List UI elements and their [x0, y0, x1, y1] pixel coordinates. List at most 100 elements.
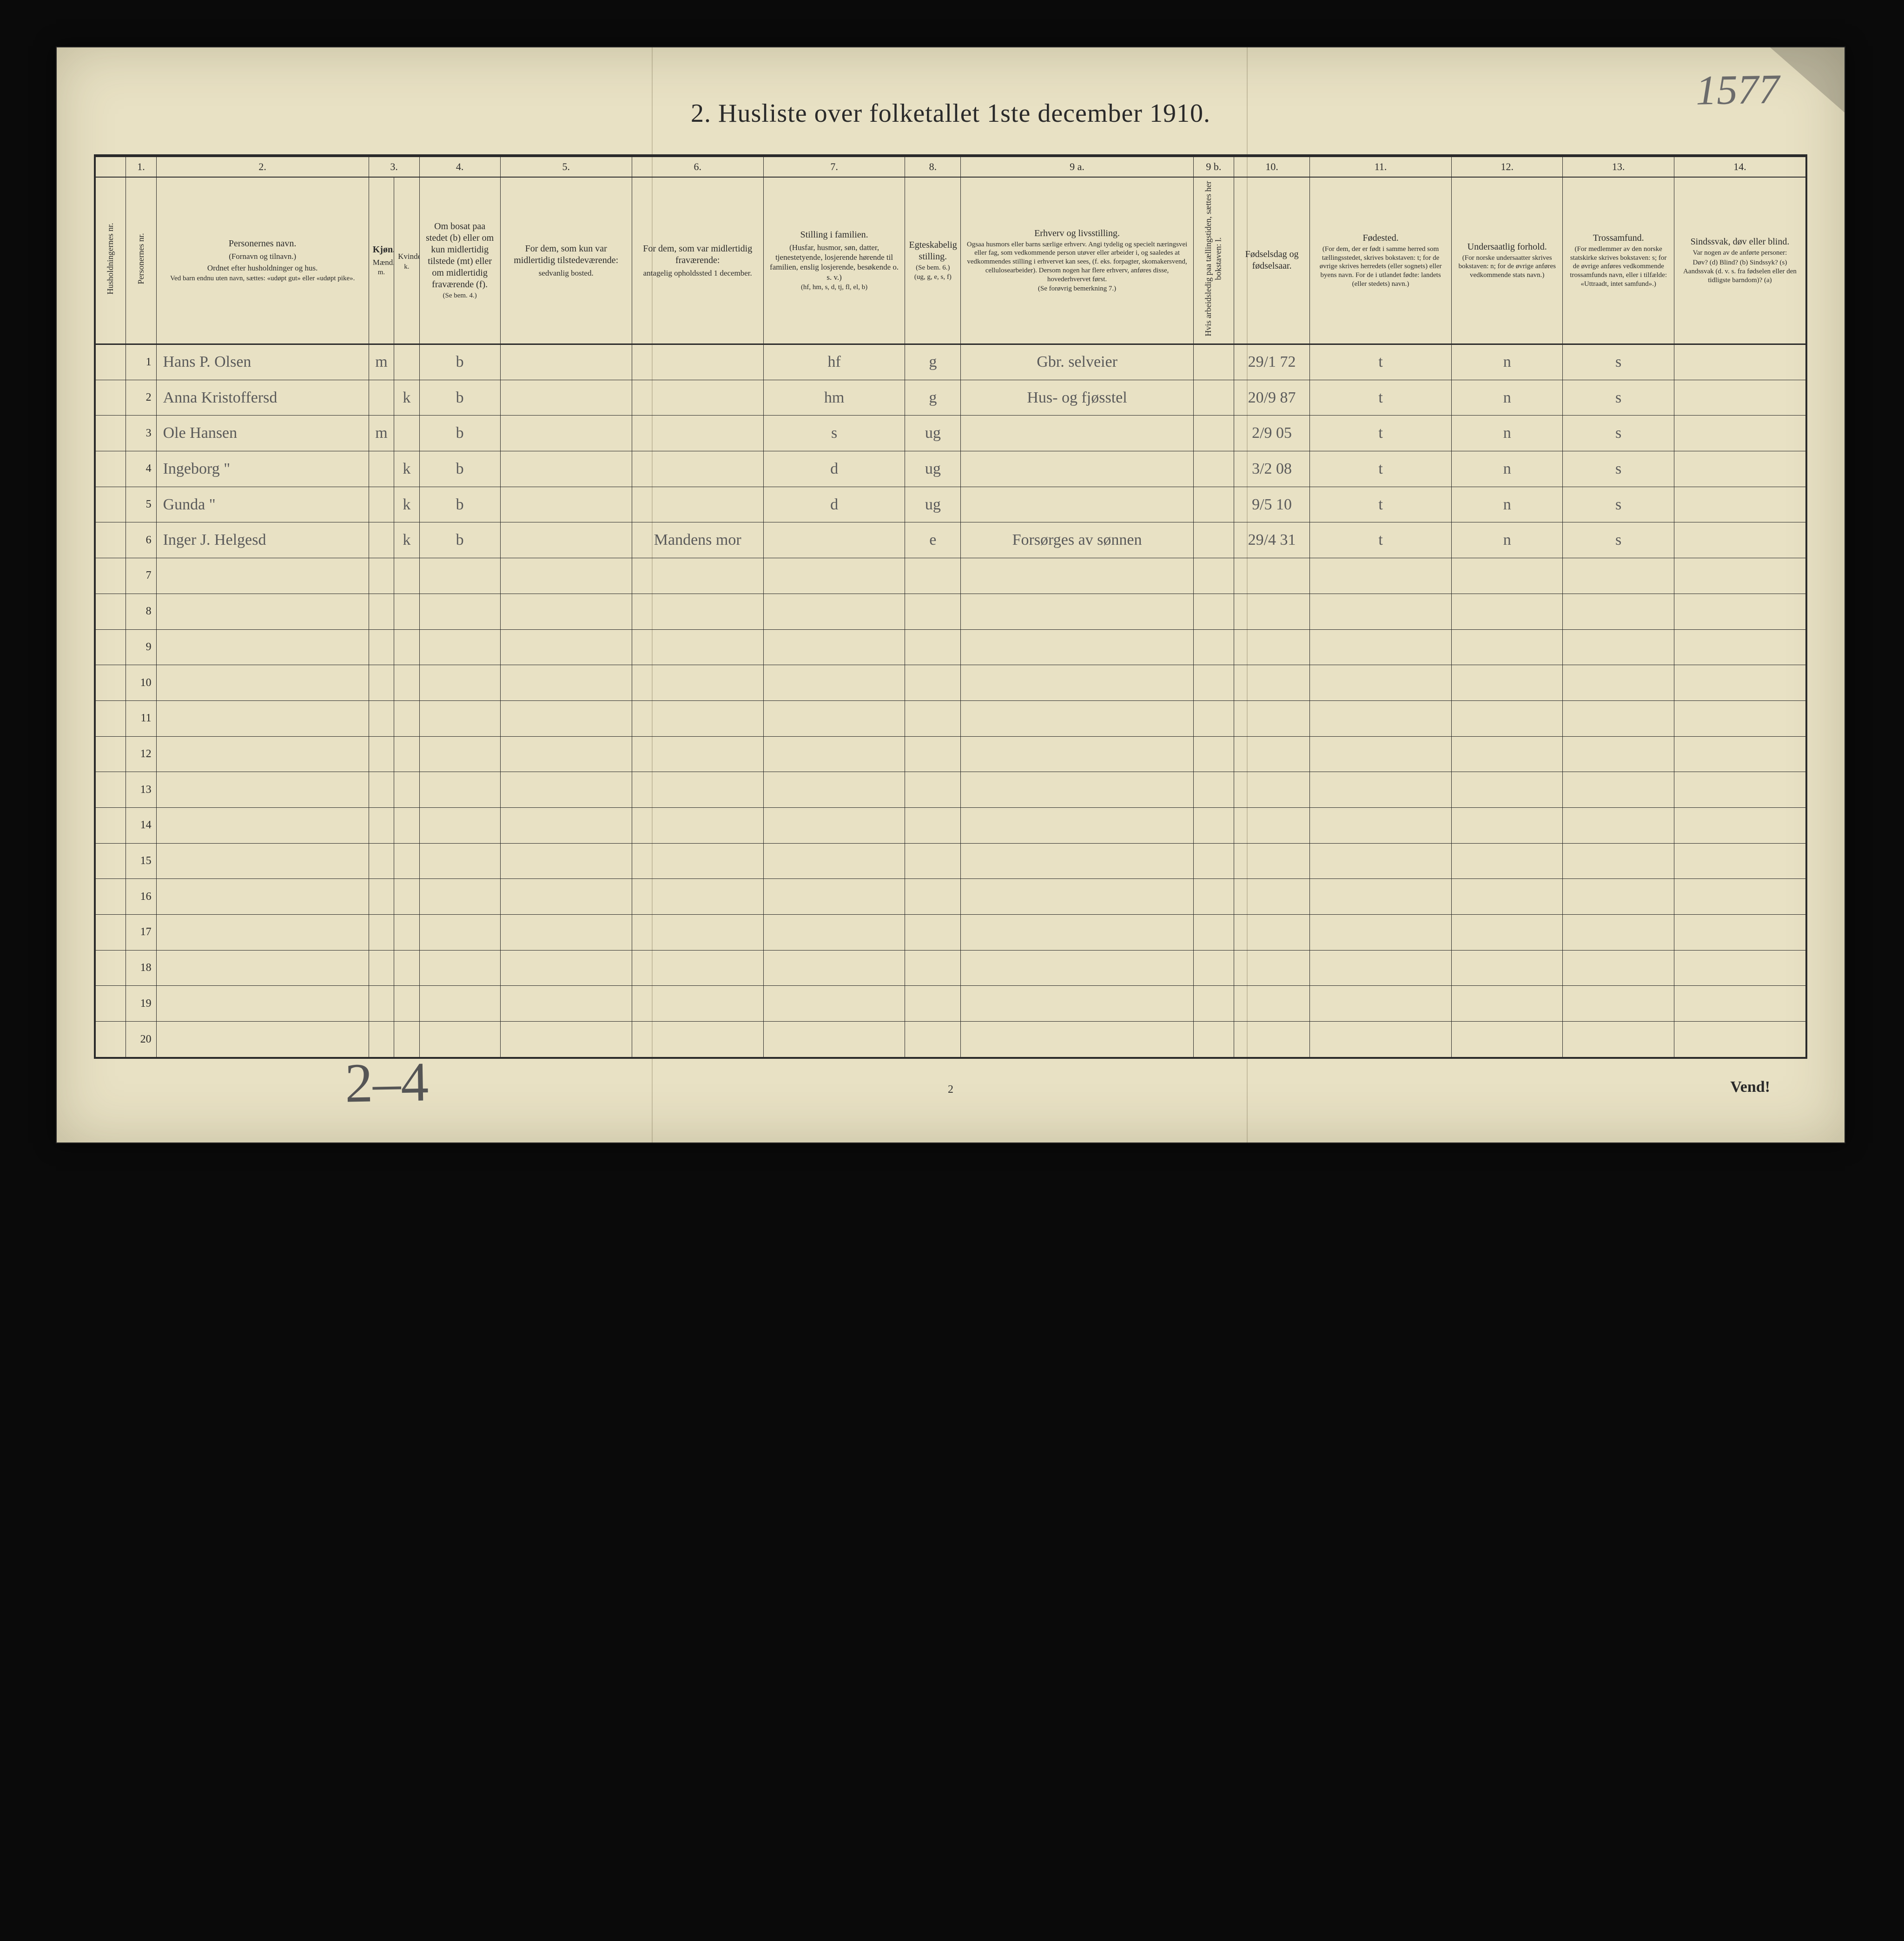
table-cell — [369, 736, 394, 772]
table-cell — [1451, 879, 1562, 915]
table-cell — [500, 451, 632, 487]
table-cell — [632, 451, 763, 487]
table-cell — [961, 487, 1194, 522]
table-cell — [96, 950, 126, 986]
table-cell — [632, 344, 763, 380]
table-cell — [961, 807, 1194, 843]
table-cell — [394, 843, 419, 879]
table-cell — [96, 736, 126, 772]
table-cell — [632, 843, 763, 879]
table-cell — [369, 772, 394, 808]
table-row: 7 — [96, 558, 1806, 594]
table-cell — [419, 665, 500, 701]
table-cell — [394, 772, 419, 808]
table-cell — [905, 807, 961, 843]
table-cell — [1674, 986, 1805, 1022]
table-cell — [1193, 736, 1234, 772]
table-cell — [1234, 736, 1309, 772]
table-cell: hm — [763, 380, 905, 416]
table-cell — [156, 700, 369, 736]
table-cell — [961, 594, 1194, 629]
table-cell: Inger J. Helgesd — [156, 522, 369, 558]
table-cell — [419, 594, 500, 629]
table-cell: Forsørges av sønnen — [961, 522, 1194, 558]
table-cell — [763, 772, 905, 808]
table-cell — [394, 558, 419, 594]
table-cell — [1674, 1022, 1805, 1057]
column-header: For dem, som kun var midlertidig tilsted… — [500, 177, 632, 344]
table-cell — [419, 629, 500, 665]
column-number: 2. — [156, 157, 369, 177]
table-cell — [1674, 950, 1805, 986]
table-cell: s — [1563, 451, 1674, 487]
table-cell: t — [1310, 416, 1452, 451]
table-cell: b — [419, 380, 500, 416]
table-cell — [1310, 1022, 1452, 1057]
table-cell — [632, 416, 763, 451]
table-cell: 5 — [126, 487, 156, 522]
table-cell — [763, 665, 905, 701]
table-cell — [1563, 772, 1674, 808]
table-cell — [961, 772, 1194, 808]
table-cell — [632, 950, 763, 986]
table-cell — [961, 451, 1194, 487]
table-cell — [961, 416, 1194, 451]
table-cell: Mandens mor — [632, 522, 763, 558]
table-cell — [394, 879, 419, 915]
table-cell — [1310, 879, 1452, 915]
column-header: Husholdningernes nr. — [96, 177, 126, 344]
table-cell — [763, 879, 905, 915]
table-cell — [96, 879, 126, 915]
table-cell — [763, 558, 905, 594]
table-cell — [1234, 558, 1309, 594]
table-cell: b — [419, 416, 500, 451]
table-cell: d — [763, 487, 905, 522]
table-row: 12 — [96, 736, 1806, 772]
table-row: 6Inger J. HelgesdkbMandens moreForsørges… — [96, 522, 1806, 558]
table-cell — [156, 879, 369, 915]
table-cell — [500, 736, 632, 772]
table-cell: 11 — [126, 700, 156, 736]
table-row: 19 — [96, 986, 1806, 1022]
table-cell: Gunda " — [156, 487, 369, 522]
table-cell: b — [419, 344, 500, 380]
table-cell: t — [1310, 487, 1452, 522]
table-cell — [763, 843, 905, 879]
table-cell — [961, 1022, 1194, 1057]
table-body: 1Hans P. OlsenmbhfgGbr. selveier29/1 72t… — [96, 344, 1806, 1057]
table-cell — [500, 594, 632, 629]
table-cell — [419, 879, 500, 915]
column-number: 13. — [1563, 157, 1674, 177]
table-cell — [1451, 594, 1562, 629]
table-row: 11 — [96, 700, 1806, 736]
table-cell — [394, 915, 419, 951]
table-cell — [1674, 700, 1805, 736]
table-cell — [632, 1022, 763, 1057]
table-cell — [96, 772, 126, 808]
table-cell: 3/2 08 — [1234, 451, 1309, 487]
table-cell — [500, 843, 632, 879]
table-cell — [1193, 629, 1234, 665]
table-cell: b — [419, 522, 500, 558]
table-cell — [1234, 986, 1309, 1022]
column-number: 1. — [126, 157, 156, 177]
table-cell — [632, 558, 763, 594]
table-cell — [1234, 700, 1309, 736]
table-cell: e — [905, 522, 961, 558]
table-cell — [156, 629, 369, 665]
table-cell — [1674, 879, 1805, 915]
table-row: 3Ole Hansenmbsug2/9 05tns — [96, 416, 1806, 451]
table-row: 18 — [96, 950, 1806, 986]
table-cell: 19 — [126, 986, 156, 1022]
table-cell — [1451, 843, 1562, 879]
column-header: Kvinder.k. — [394, 177, 419, 344]
column-number: 11. — [1310, 157, 1452, 177]
table-cell — [1193, 950, 1234, 986]
table-cell — [1310, 665, 1452, 701]
table-cell — [1193, 344, 1234, 380]
table-cell — [1451, 1022, 1562, 1057]
table-cell: s — [1563, 344, 1674, 380]
table-cell — [1234, 1022, 1309, 1057]
column-number: 3. — [369, 157, 419, 177]
table-cell — [156, 558, 369, 594]
